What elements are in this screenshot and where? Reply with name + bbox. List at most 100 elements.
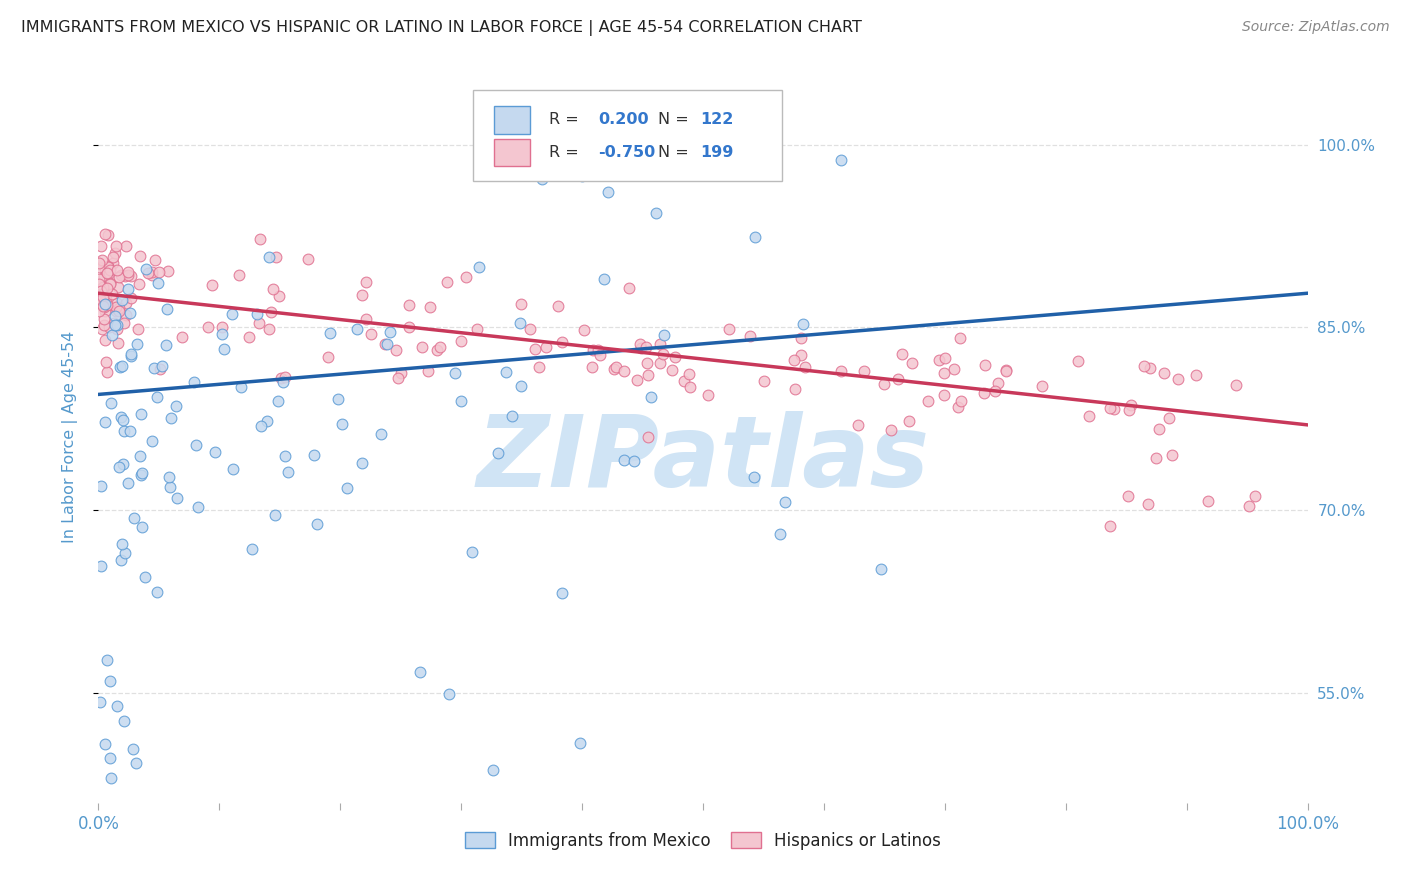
Point	[673, 374, 696, 388]
Point	[89, 304, 111, 318]
Point	[1031, 378, 1053, 392]
Point	[350, 287, 373, 301]
Point	[794, 360, 817, 375]
Point	[454, 270, 477, 285]
Point	[101, 327, 124, 342]
Point	[853, 364, 876, 378]
Point	[418, 364, 440, 378]
Point	[112, 317, 135, 331]
Point	[96, 355, 118, 369]
Point	[917, 394, 939, 409]
Point	[596, 186, 619, 200]
Point	[636, 356, 658, 370]
Point	[551, 586, 574, 600]
Point	[887, 372, 910, 386]
Point	[645, 206, 668, 220]
Point	[652, 327, 675, 342]
Point	[107, 303, 129, 318]
Point	[568, 736, 591, 750]
Point	[91, 321, 114, 335]
Point	[630, 341, 652, 355]
Point	[593, 272, 616, 286]
Point	[108, 301, 131, 315]
Point	[105, 322, 128, 336]
Point	[429, 340, 451, 354]
Text: IMMIGRANTS FROM MEXICO VS HISPANIC OR LATINO IN LABOR FORCE | AGE 45-54 CORRELAT: IMMIGRANTS FROM MEXICO VS HISPANIC OR LA…	[21, 20, 862, 36]
Point	[114, 238, 136, 252]
Point	[742, 470, 765, 484]
Point	[98, 266, 121, 280]
Point	[637, 430, 659, 444]
Point	[93, 261, 115, 276]
Point	[319, 326, 342, 341]
Point	[89, 277, 111, 292]
Point	[141, 265, 163, 279]
Point	[1147, 422, 1170, 436]
Point	[987, 376, 1010, 390]
Point	[98, 263, 121, 277]
Point	[221, 307, 243, 321]
Point	[110, 359, 132, 373]
Point	[697, 388, 720, 402]
Point	[949, 394, 972, 409]
Point	[426, 343, 449, 358]
Point	[89, 292, 111, 306]
Point	[468, 260, 491, 275]
Point	[127, 321, 149, 335]
Point	[330, 417, 353, 431]
Point	[87, 272, 110, 286]
Point	[637, 368, 659, 382]
Point	[346, 322, 368, 336]
Point	[247, 316, 270, 330]
Point	[374, 336, 396, 351]
Point	[105, 296, 128, 310]
Point	[187, 500, 209, 515]
Point	[94, 297, 117, 311]
Point	[1225, 378, 1247, 392]
Point	[385, 343, 408, 358]
Point	[107, 336, 129, 351]
Point	[143, 361, 166, 376]
Point	[973, 385, 995, 400]
Point	[370, 427, 392, 442]
FancyBboxPatch shape	[494, 138, 530, 167]
Point	[117, 282, 139, 296]
Point	[501, 409, 523, 423]
Point	[354, 275, 377, 289]
Point	[93, 318, 115, 332]
Point	[93, 280, 115, 294]
Point	[1118, 489, 1140, 503]
Point	[1153, 367, 1175, 381]
Point	[318, 350, 340, 364]
Point	[90, 253, 112, 268]
Point	[101, 250, 124, 264]
Point	[1118, 403, 1140, 417]
Point	[773, 495, 796, 509]
Point	[612, 364, 634, 378]
Point	[98, 750, 121, 764]
Point	[465, 321, 488, 335]
Point	[1066, 353, 1088, 368]
Point	[450, 334, 472, 348]
Point	[91, 290, 114, 304]
Point	[264, 508, 287, 522]
Point	[201, 278, 224, 293]
Point	[110, 268, 132, 283]
Point	[146, 277, 169, 291]
Point	[626, 373, 648, 387]
Point	[612, 453, 634, 467]
Point	[650, 336, 672, 351]
Point	[155, 338, 177, 352]
Point	[509, 378, 531, 392]
Point	[94, 415, 117, 429]
Point	[1160, 448, 1182, 462]
Point	[105, 263, 128, 277]
Point	[160, 410, 183, 425]
Point	[141, 434, 163, 448]
Point	[100, 771, 122, 785]
Point	[108, 460, 131, 475]
Point	[271, 375, 294, 389]
Point	[100, 287, 122, 301]
Point	[586, 343, 609, 357]
Point	[135, 262, 157, 277]
